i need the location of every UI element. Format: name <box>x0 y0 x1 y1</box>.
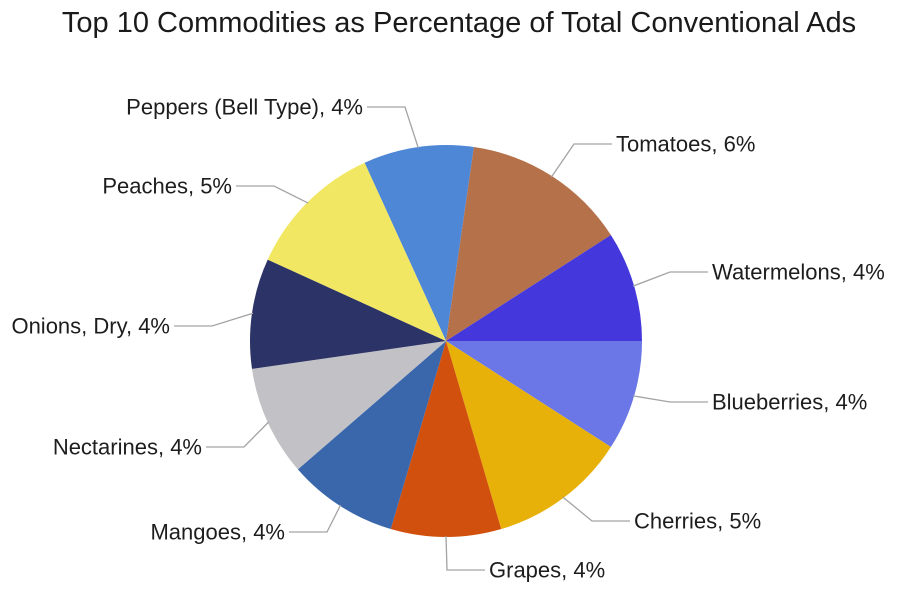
leader-line-mangoes <box>289 504 342 533</box>
chart-title: Top 10 Commodities as Percentage of Tota… <box>62 7 856 39</box>
leader-line-watermelons <box>632 271 708 287</box>
slice-label-blueberries: Blueberries, 4% <box>712 390 867 415</box>
slice-label-cherries: Cherries, 5% <box>634 509 761 534</box>
slice-label-tomatoes: Tomatoes, 6% <box>616 132 755 157</box>
slice-label-nectarines: Nectarines, 4% <box>53 435 202 460</box>
pie-slice-watermelons <box>446 235 642 341</box>
pie-slice-peppers-bell-type <box>364 145 474 341</box>
leader-line-cherries <box>562 496 630 522</box>
leader-lines-group <box>174 106 708 571</box>
pie-slice-peaches <box>267 162 446 341</box>
leader-line-blueberries <box>632 395 708 403</box>
leader-line-peaches <box>236 185 309 204</box>
leader-line-peppers-bell-type <box>367 106 419 149</box>
slice-label-onions-dry: Onions, Dry, 4% <box>11 314 170 339</box>
leader-line-onions-dry <box>174 312 254 327</box>
pie-slice-mangoes <box>297 341 446 530</box>
leader-line-tomatoes <box>550 143 612 178</box>
slice-label-mangoes: Mangoes, 4% <box>150 520 285 545</box>
slice-labels-group: Peppers (Bell Type), 4% Tomatoes, 6% Water… <box>11 95 884 583</box>
pie-slice-tomatoes <box>446 147 611 341</box>
pie-slice-nectarines <box>251 341 446 470</box>
slice-label-grapes: Grapes, 4% <box>489 558 605 583</box>
slice-label-peppers-bell-type: Peppers (Bell Type), 4% <box>126 95 363 120</box>
pie-slice-grapes <box>390 341 502 537</box>
slice-label-watermelons: Watermelons, 4% <box>712 260 885 285</box>
pie-slices-group <box>249 145 642 537</box>
slice-label-peaches: Peaches, 5% <box>102 174 232 199</box>
leader-line-nectarines <box>206 421 270 448</box>
pie-slice-blueberries <box>446 341 642 447</box>
pie-slice-onions-dry <box>249 259 446 369</box>
leader-line-grapes <box>445 535 485 571</box>
pie-slice-cherries <box>446 341 611 530</box>
